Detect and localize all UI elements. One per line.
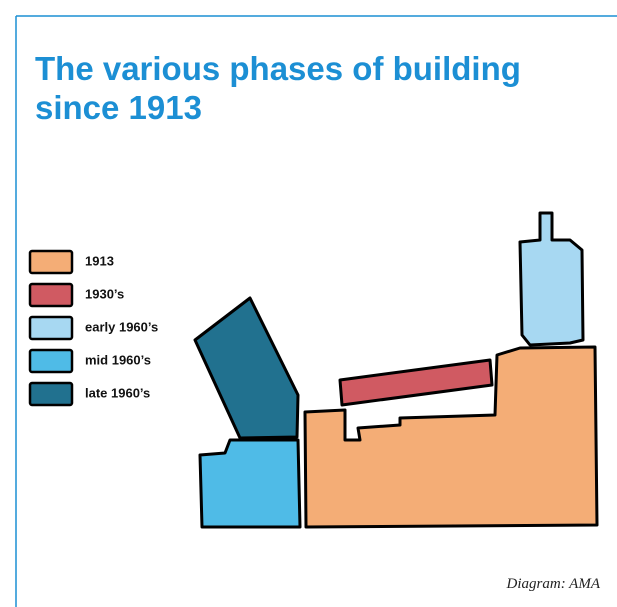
legend-swatch xyxy=(28,282,74,308)
legend-label: late 1960’s xyxy=(85,385,150,400)
building-mid-1960s xyxy=(198,438,302,529)
legend-swatch xyxy=(28,249,74,275)
title-line: The various phases of building xyxy=(35,50,521,87)
building-late-1960s xyxy=(193,296,300,440)
legend-label: 1930’s xyxy=(85,286,124,301)
legend-label: 1913 xyxy=(85,253,114,268)
legend-swatch xyxy=(28,381,74,407)
legend: 1913 1930’s early 1960’s mid 1960’s late 196… xyxy=(28,249,158,407)
legend-swatch xyxy=(28,348,74,374)
title-line: since 1913 xyxy=(35,89,202,126)
building-1913 xyxy=(303,345,599,529)
legend-label: early 1960’s xyxy=(85,319,158,334)
credit: Diagram: AMA xyxy=(506,576,601,592)
legend-label: mid 1960’s xyxy=(85,352,151,367)
building-1930s xyxy=(338,358,494,407)
legend-swatch xyxy=(28,315,74,341)
building-early-1960s xyxy=(518,211,585,347)
